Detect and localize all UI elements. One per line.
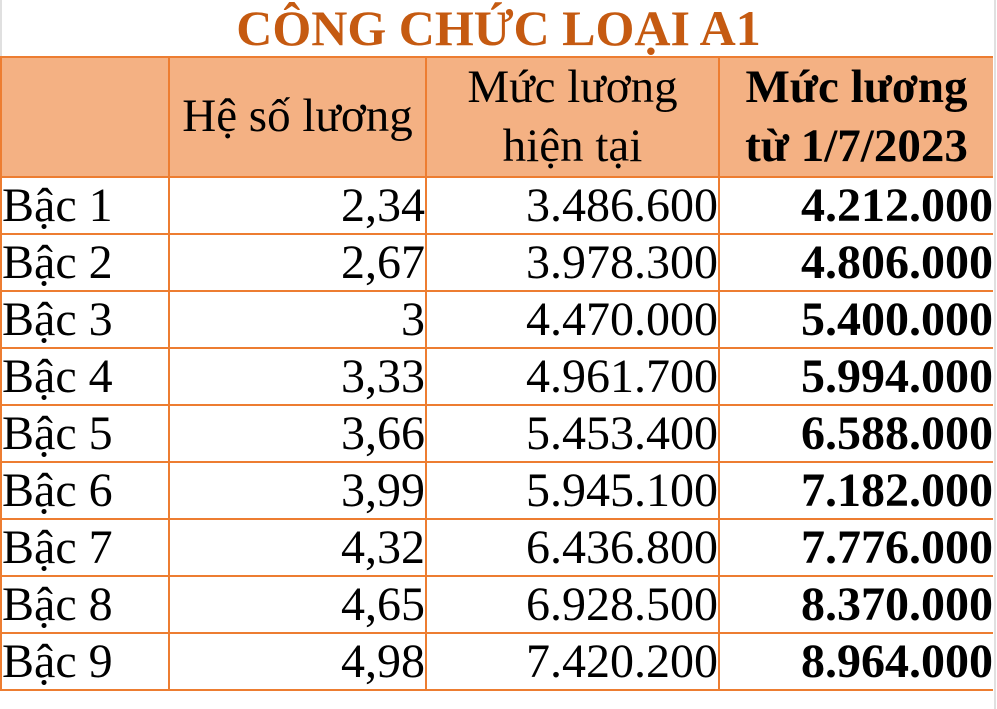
coefficient-cell: 2,67 xyxy=(168,232,427,292)
page-title: CÔNG CHỨC LOẠI A1 xyxy=(236,0,761,56)
new-salary-cell: 4.806.000 xyxy=(718,232,993,292)
table-row: Bậc 4 3,33 4.961.700 5.994.000 xyxy=(0,346,993,406)
coefficient-cell: 3,33 xyxy=(168,346,427,406)
level-cell: Bậc 3 xyxy=(0,289,170,349)
coefficient-cell: 4,32 xyxy=(168,517,427,577)
current-salary-cell: 4.961.700 xyxy=(425,346,720,406)
coefficient-cell: 2,34 xyxy=(168,175,427,235)
header-current-line2: hiện tại xyxy=(502,119,643,172)
level-cell: Bậc 7 xyxy=(0,517,170,577)
current-salary-cell: 5.945.100 xyxy=(425,460,720,520)
level-cell: Bậc 5 xyxy=(0,403,170,463)
level-cell: Bậc 2 xyxy=(0,232,170,292)
header-new-line1: Mức lương xyxy=(745,61,968,113)
coefficient-cell: 4,98 xyxy=(168,631,427,691)
new-salary-cell: 7.182.000 xyxy=(718,460,993,520)
new-salary-cell: 6.588.000 xyxy=(718,403,993,463)
table-row: Bậc 5 3,66 5.453.400 6.588.000 xyxy=(0,403,993,463)
table-row: Bậc 2 2,67 3.978.300 4.806.000 xyxy=(0,232,993,292)
new-salary-cell: 8.964.000 xyxy=(718,631,993,691)
new-salary-cell: 4.212.000 xyxy=(718,175,993,235)
header-new-line2: từ 1/7/2023 xyxy=(745,119,968,172)
level-cell: Bậc 1 xyxy=(0,175,170,235)
table-row: Bậc 7 4,32 6.436.800 7.776.000 xyxy=(0,517,993,577)
table-row: Bậc 1 2,34 3.486.600 4.212.000 xyxy=(0,175,993,235)
new-salary-cell: 7.776.000 xyxy=(718,517,993,577)
level-cell: Bậc 6 xyxy=(0,460,170,520)
table-row: Bậc 8 4,65 6.928.500 8.370.000 xyxy=(0,574,993,634)
header-current-line1: Mức lương xyxy=(467,61,678,113)
new-salary-cell: 8.370.000 xyxy=(718,574,993,634)
level-cell: Bậc 8 xyxy=(0,574,170,634)
coefficient-cell: 3 xyxy=(168,289,427,349)
header-cell-coefficient: Hệ số lương xyxy=(168,56,427,178)
screenshot-edge-left xyxy=(0,0,2,56)
table-row: Bậc 6 3,99 5.945.100 7.182.000 xyxy=(0,460,993,520)
new-salary-cell: 5.994.000 xyxy=(718,346,993,406)
level-cell: Bậc 9 xyxy=(0,631,170,691)
header-cell-new-salary: Mức lương từ 1/7/2023 xyxy=(718,56,993,178)
screenshot-edge-right xyxy=(994,0,996,709)
current-salary-cell: 6.436.800 xyxy=(425,517,720,577)
table-title-row: CÔNG CHỨC LOẠI A1 xyxy=(0,0,997,56)
coefficient-cell: 3,66 xyxy=(168,403,427,463)
level-cell: Bậc 4 xyxy=(0,346,170,406)
coefficient-cell: 3,99 xyxy=(168,460,427,520)
header-cell-current-salary: Mức lương hiện tại xyxy=(425,56,720,178)
current-salary-cell: 6.928.500 xyxy=(425,574,720,634)
coefficient-cell: 4,65 xyxy=(168,574,427,634)
current-salary-cell: 3.978.300 xyxy=(425,232,720,292)
table-row: Bậc 9 4,98 7.420.200 8.964.000 xyxy=(0,631,993,691)
current-salary-cell: 5.453.400 xyxy=(425,403,720,463)
current-salary-cell: 7.420.200 xyxy=(425,631,720,691)
header-row: Hệ số lương Mức lương hiện tại Mức lương… xyxy=(0,56,993,178)
current-salary-cell: 3.486.600 xyxy=(425,175,720,235)
table-row: Bậc 3 3 4.470.000 5.400.000 xyxy=(0,289,993,349)
header-cell-empty xyxy=(0,56,170,178)
current-salary-cell: 4.470.000 xyxy=(425,289,720,349)
new-salary-cell: 5.400.000 xyxy=(718,289,993,349)
salary-table: Hệ số lương Mức lương hiện tại Mức lương… xyxy=(0,56,993,691)
